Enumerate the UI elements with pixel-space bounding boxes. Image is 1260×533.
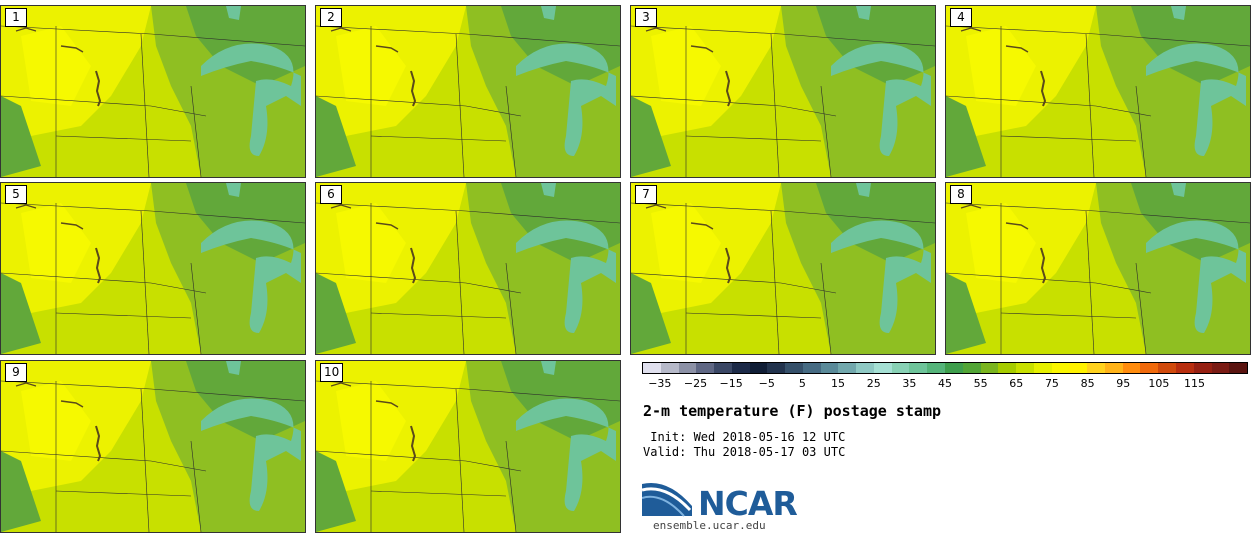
colorbar-bin [1087, 363, 1105, 373]
colorbar-bin [909, 363, 928, 373]
colorbar-bin [927, 363, 946, 373]
colorbar-tick: 15 [831, 377, 846, 390]
colorbar-bin [820, 363, 839, 373]
colorbar-bin [785, 363, 803, 373]
colorbar-bin [891, 363, 910, 373]
colorbar-tick: −15 [719, 377, 743, 390]
colorbar-tick: 115 [1184, 377, 1206, 390]
colorbar-bin [1069, 363, 1088, 373]
colorbar-bin [980, 363, 999, 373]
valid-time: Valid: Thu 2018-05-17 03 UTC [643, 445, 846, 459]
member-number-label: 1 [5, 8, 27, 27]
init-time: Init: Wed 2018-05-16 12 UTC [643, 430, 846, 444]
colorbar-bin [962, 363, 981, 373]
ensemble-member-panel: 5 [0, 182, 306, 355]
colorbar-bin [1016, 363, 1034, 373]
colorbar-tick: −5 [758, 377, 775, 390]
colorbar-bin [696, 363, 715, 373]
colorbar-bin [856, 363, 874, 373]
colorbar-bin [1229, 363, 1248, 373]
colorbar-bin [678, 363, 697, 373]
temperature-colorbar [642, 362, 1248, 374]
ensemble-member-panel: 3 [630, 5, 936, 178]
ensemble-member-panel: 8 [945, 182, 1251, 355]
ensemble-member-panel: 4 [945, 5, 1251, 178]
colorbar-bin [1051, 363, 1070, 373]
colorbar-bin [1033, 363, 1052, 373]
colorbar-bin [1122, 363, 1141, 373]
colorbar-bin [838, 363, 857, 373]
colorbar-tick: 35 [902, 377, 917, 390]
colorbar-tick: 25 [866, 377, 881, 390]
colorbar-bin [1104, 363, 1123, 373]
member-number-label: 7 [635, 185, 657, 204]
colorbar-bin [660, 363, 679, 373]
colorbar-tick: 55 [973, 377, 988, 390]
colorbar-tick: −25 [683, 377, 708, 390]
colorbar-bin [731, 363, 750, 373]
member-number-label: 6 [320, 185, 342, 204]
colorbar-bin [1175, 363, 1194, 373]
colorbar-tick: 105 [1148, 377, 1170, 390]
colorbar-bin [945, 363, 963, 373]
colorbar-bin [643, 363, 661, 373]
member-number-label: 9 [5, 363, 27, 382]
colorbar-bin [767, 363, 786, 373]
colorbar-bin [1158, 363, 1176, 373]
colorbar-bin [1193, 363, 1212, 373]
colorbar-tick: 45 [938, 377, 952, 390]
figure-title: 2-m temperature (F) postage stamp [643, 402, 942, 420]
colorbar-bin [1140, 363, 1159, 373]
colorbar-bin [873, 363, 892, 373]
colorbar-bin [714, 363, 732, 373]
member-number-label: 10 [320, 363, 344, 382]
ensemble-member-panel: 10 [315, 360, 621, 533]
colorbar-bin [802, 363, 821, 373]
colorbar-tick: 85 [1080, 377, 1095, 390]
ncar-logo-icon [642, 482, 692, 517]
ensemble-member-panel: 1 [0, 5, 306, 178]
ensemble-member-panel: 9 [0, 360, 306, 533]
colorbar-tick: −35 [648, 377, 672, 390]
ncar-wordmark: NCAR [698, 484, 798, 523]
member-number-label: 2 [320, 8, 342, 27]
ensemble-member-panel: 6 [315, 182, 621, 355]
colorbar-tick: 65 [1009, 377, 1024, 390]
ensemble-member-panel: 7 [630, 182, 936, 355]
colorbar-tick-labels: −35 −25 −15 −5 5 15 25 35 45 55 65 75 85 95 105 115 [642, 377, 1248, 391]
colorbar-tick: 75 [1044, 377, 1059, 390]
colorbar-bin [998, 363, 1017, 373]
member-number-label: 5 [5, 185, 27, 204]
ensemble-member-panel: 2 [315, 5, 621, 178]
colorbar-tick: 5 [798, 377, 806, 390]
member-number-label: 3 [635, 8, 657, 27]
site-url: ensemble.ucar.edu [653, 519, 766, 532]
member-number-label: 4 [950, 8, 972, 27]
colorbar-bin [749, 363, 768, 373]
colorbar-bin [1211, 363, 1230, 373]
colorbar-tick: 95 [1116, 377, 1131, 390]
member-number-label: 8 [950, 185, 972, 204]
